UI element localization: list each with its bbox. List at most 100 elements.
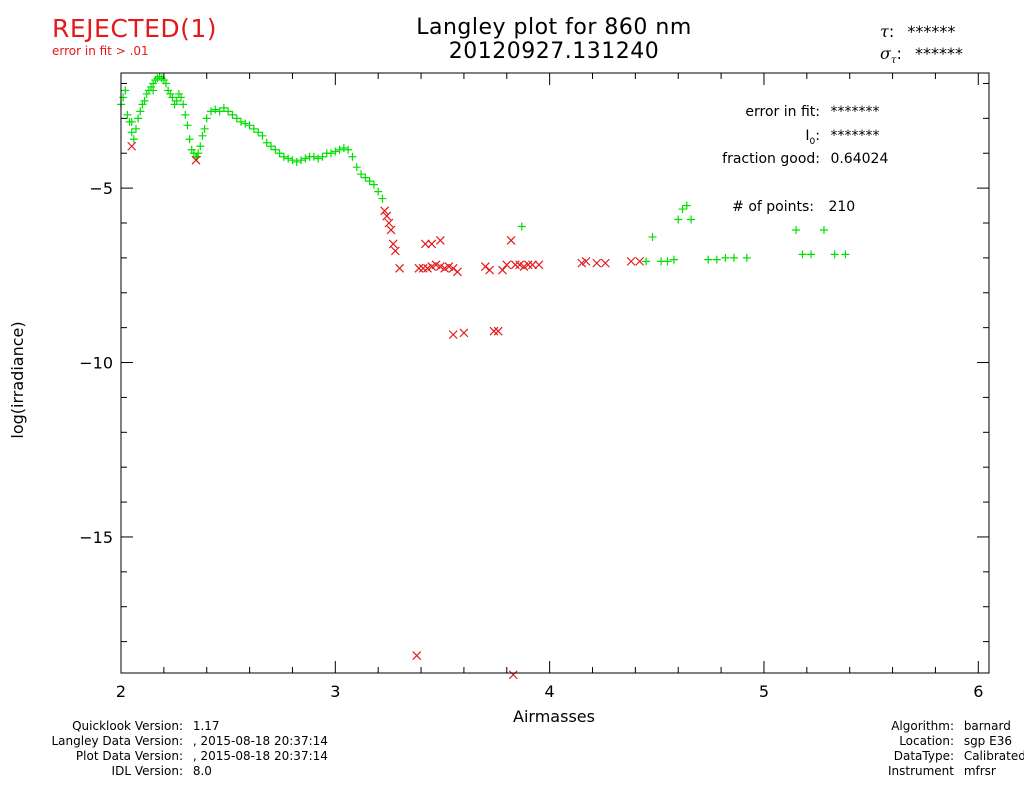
good-point <box>271 145 280 154</box>
footer-version-label: Langley Data Version: <box>51 734 183 748</box>
good-point <box>119 93 128 102</box>
good-point <box>207 107 216 116</box>
good-point <box>669 255 678 264</box>
good-point <box>168 93 177 102</box>
good-point <box>136 107 145 116</box>
rejected-point <box>427 239 437 249</box>
good-point <box>279 152 288 161</box>
rejected-point <box>506 236 516 245</box>
good-point <box>331 147 340 156</box>
rejected-point <box>459 328 469 338</box>
footer-version-label: Plot Data Version: <box>75 749 183 763</box>
i0-label: I0: <box>805 128 820 147</box>
good-point <box>200 124 209 133</box>
footer-version-row: Langley Data Version: , 2015-08-18 20:37… <box>0 734 327 749</box>
rejected-point <box>498 265 507 275</box>
good-point <box>224 107 233 116</box>
sigma-value: ****** <box>914 44 963 63</box>
good-point <box>237 117 246 126</box>
chart-title-line2: 20120927.131240 <box>448 39 660 64</box>
good-point <box>232 114 241 123</box>
rejected-point <box>510 260 520 270</box>
status-reason: error in fit > .01 <box>52 44 149 58</box>
good-point <box>164 86 173 95</box>
good-point <box>318 152 327 161</box>
tau-value: ****** <box>907 22 956 41</box>
chart-title-line1: Langley plot for 860 nm <box>416 15 692 40</box>
good-point <box>181 110 190 119</box>
good-point <box>517 222 526 231</box>
good-point <box>162 79 171 88</box>
sigma-tau-readout: στ: ****** <box>880 44 963 66</box>
good-point <box>712 255 721 264</box>
good-point <box>721 253 730 262</box>
good-point <box>344 145 353 154</box>
good-point <box>228 110 237 119</box>
good-point <box>663 257 672 266</box>
good-point <box>807 250 816 259</box>
footer-versions: Quicklook Version: 1.17 Langley Data Vers… <box>0 719 328 779</box>
plot-frame <box>120 72 990 674</box>
footer-info-label: Instrument <box>887 764 954 778</box>
good-point <box>127 117 136 126</box>
rejected-point <box>127 141 137 151</box>
good-point <box>241 119 250 128</box>
rejected-point <box>380 206 390 216</box>
footer-instrument: Algorithm: barnard Location: sgp E36 DataT… <box>820 719 1024 779</box>
good-point <box>215 107 224 116</box>
x-tick-label: 6 <box>973 682 983 701</box>
points-count-value: 210 <box>828 199 856 215</box>
footer-version-row: IDL Version: 8.0 <box>0 764 328 779</box>
plot-marks <box>117 72 850 680</box>
chart-title: Langley plot for 860 nm 20120927.131240 <box>0 16 1024 64</box>
rejected-point <box>418 263 428 273</box>
error-in-fit-value: ******* <box>830 104 880 120</box>
rejected-point <box>414 263 424 273</box>
rejected-point <box>435 236 445 245</box>
good-point <box>369 180 378 189</box>
good-point <box>147 82 156 91</box>
good-point <box>132 124 141 133</box>
y-tick-label: −10 <box>79 354 113 373</box>
good-point <box>674 215 683 224</box>
good-point <box>185 135 194 144</box>
status-label: REJECTED(1) <box>52 14 218 43</box>
good-point <box>262 138 271 147</box>
rejected-point <box>485 265 495 275</box>
rejected-point <box>508 670 518 680</box>
good-point <box>292 157 301 166</box>
good-point <box>129 135 138 144</box>
rejected-point <box>600 258 610 268</box>
rejected-point <box>523 260 533 270</box>
rejected-point <box>534 260 544 270</box>
good-point <box>219 103 228 112</box>
points-count: # of points: 210 <box>614 199 855 215</box>
good-point <box>729 253 738 262</box>
points-count-label: # of points: <box>732 199 814 215</box>
good-point <box>275 149 284 158</box>
good-point <box>374 187 383 196</box>
rejected-point <box>390 246 400 256</box>
good-point <box>365 177 374 186</box>
x-axis-label: Airmasses <box>513 707 595 726</box>
good-point <box>121 86 130 95</box>
good-point <box>249 124 258 133</box>
tau-colon: : <box>888 22 895 41</box>
good-point <box>267 142 276 151</box>
y-tick-label: −15 <box>79 528 113 547</box>
good-point <box>172 96 181 105</box>
rejected-point <box>386 225 396 235</box>
rejected-point <box>626 256 636 266</box>
good-point <box>819 225 828 234</box>
footer-version-label: IDL Version: <box>111 764 183 778</box>
rejected-point <box>635 256 645 266</box>
good-point <box>183 121 192 130</box>
good-point <box>194 149 203 158</box>
good-point <box>149 86 158 95</box>
good-point <box>142 89 151 98</box>
good-point <box>245 121 254 130</box>
footer-info-row: DataType: Calibrated <box>820 749 1024 764</box>
y-axis-label: log(irradiance) <box>8 321 27 439</box>
sigma-colon: : <box>896 44 902 63</box>
